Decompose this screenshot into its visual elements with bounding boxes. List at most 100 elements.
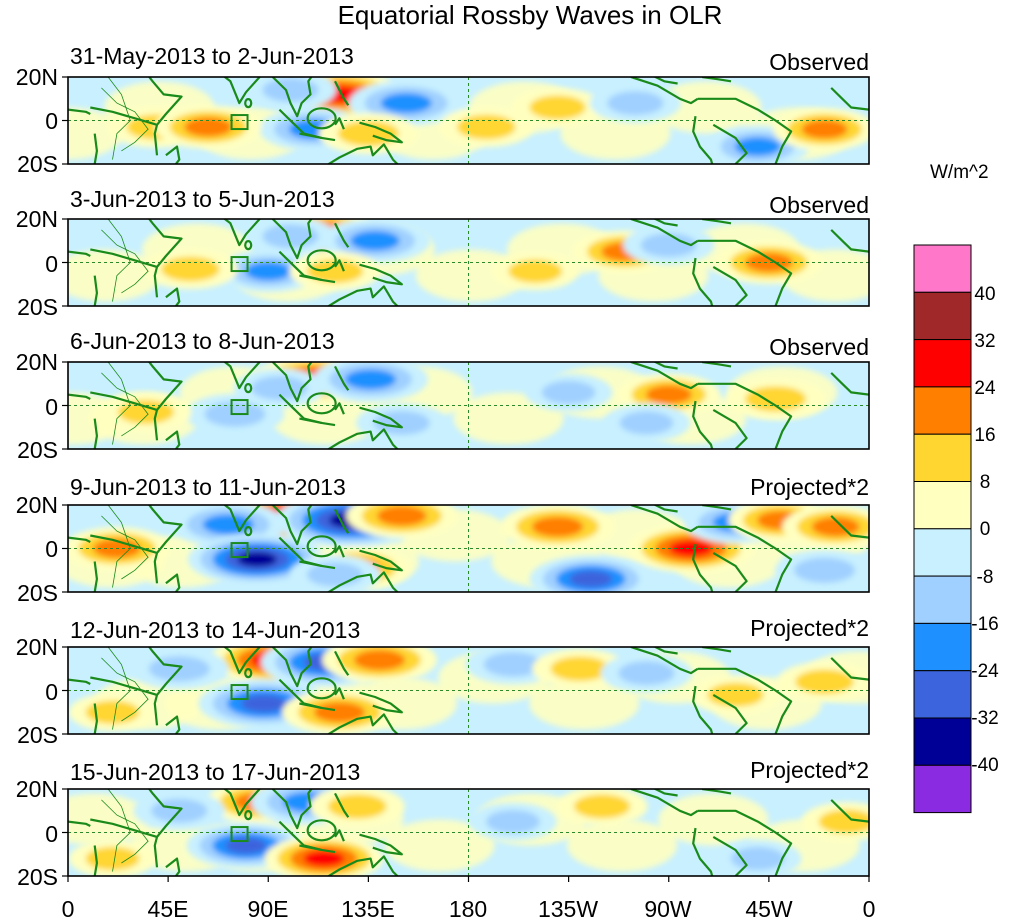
coast-africa — [90, 77, 183, 126]
coast-africa-east — [153, 266, 159, 298]
coast-sri-lanka — [244, 383, 253, 394]
coast-sulawesi — [334, 829, 345, 842]
colorbar-label: 16 — [974, 425, 996, 446]
reference-box — [230, 256, 249, 273]
panel-4-kind: Projected*2 — [750, 474, 869, 500]
coast-borneo — [306, 249, 337, 272]
coast-gulf — [652, 77, 678, 85]
coast-madagascar — [165, 430, 181, 449]
colorbar-swatch — [913, 528, 972, 577]
panel-2-kind: Observed — [769, 192, 869, 218]
olr-anomaly-contour — [85, 846, 140, 871]
colorbar-label: -8 — [976, 567, 994, 588]
coast-west-africa — [830, 229, 869, 253]
colorbar-swatch — [913, 622, 972, 672]
lat-label-20n: 20N — [15, 349, 58, 375]
coastlines — [68, 77, 869, 164]
coast-indochina — [271, 505, 313, 546]
olr-anomaly-contour — [117, 400, 174, 425]
lon-label-45e: 45E — [147, 896, 189, 922]
coast-sulawesi — [334, 545, 345, 558]
coast-java — [299, 702, 336, 712]
olr-anomaly-contour — [245, 261, 292, 281]
olr-anomaly-contour — [354, 649, 405, 671]
coast-south-america-west — [692, 116, 714, 164]
lat-label-20n: 20N — [15, 492, 58, 518]
lat-label-eq: 0 — [45, 251, 58, 277]
coast-africa-east — [153, 409, 159, 441]
panel-6-date: 15-Jun-2013 to 17-Jun-2013 — [70, 759, 361, 785]
olr-anomaly-contour — [795, 669, 854, 695]
colorbar-label: -40 — [971, 755, 999, 776]
lon-label-360: 0 — [862, 896, 876, 922]
lat-label-20n: 20N — [15, 206, 58, 232]
coast-philippines — [334, 222, 350, 248]
olr-anomaly-contour — [730, 846, 785, 871]
olr-anomaly-contour — [645, 385, 692, 404]
coast-africa-west — [93, 275, 98, 306]
colorbar-label: 24 — [974, 378, 996, 399]
anomaly-band — [68, 249, 161, 302]
coast-south-america-east — [697, 667, 793, 734]
coast-central-america — [630, 362, 699, 390]
coast-africa-west — [93, 845, 98, 876]
olr-anomaly-contour — [457, 114, 516, 140]
coast-west-africa — [830, 515, 869, 539]
coast-africa — [90, 219, 183, 268]
lat-label-20s: 20S — [17, 437, 58, 463]
coast-indochina — [271, 647, 313, 688]
figure-title: Equatorial Rossby Waves in OLR — [337, 0, 723, 30]
coast-new-guinea — [359, 833, 403, 856]
coast-gulf — [652, 789, 678, 797]
coastlines — [68, 219, 869, 306]
colorbar-label: 8 — [979, 472, 991, 493]
olr-anomaly-contour — [483, 652, 543, 677]
lat-label-20s: 20S — [17, 151, 58, 177]
coast-sulawesi — [334, 117, 345, 130]
coast-india — [223, 647, 262, 675]
coast-gulf — [652, 219, 678, 227]
colorbar-swatch — [913, 764, 972, 814]
coast-australia — [326, 285, 399, 306]
coast-australia — [326, 713, 399, 734]
panel-1-date: 31-May-2013 to 2-Jun-2013 — [70, 43, 354, 69]
coast-java — [299, 844, 336, 854]
panel-3-kind: Observed — [769, 334, 869, 360]
coast-south-america-east — [697, 525, 793, 592]
map-panel-3 — [62, 361, 870, 450]
coast-new-guinea — [359, 121, 403, 144]
coast-africa-east — [153, 694, 159, 726]
coast-java — [299, 560, 336, 570]
olr-anomaly-contour — [313, 702, 365, 723]
olr-anomaly-contour — [529, 95, 586, 120]
olr-anomaly-contour — [818, 809, 869, 834]
colorbar-label: 32 — [974, 331, 996, 352]
country-border — [712, 835, 748, 876]
colorbar-swatch — [913, 291, 972, 341]
lat-label-20n: 20N — [15, 776, 58, 802]
olr-anomaly-contour — [345, 369, 397, 390]
coast-gulf — [652, 505, 678, 513]
coast-australia — [326, 855, 399, 876]
coast-philippines — [334, 365, 350, 391]
lon-label-45w: 45W — [745, 896, 793, 922]
coast-gulf-guinea — [68, 250, 91, 257]
panel-1-kind: Observed — [769, 49, 869, 75]
coast-south-america-west — [692, 257, 714, 306]
coast-gulf — [652, 362, 678, 370]
lat-label-20s: 20S — [17, 864, 58, 890]
lat-label-eq: 0 — [45, 821, 58, 847]
coast-south-america-west — [692, 400, 714, 449]
olr-anomaly-contour — [573, 794, 631, 819]
coast-indochina — [271, 77, 313, 118]
coast-borneo — [306, 677, 337, 700]
lon-label-180: 180 — [448, 896, 488, 922]
lon-label-0: 0 — [61, 896, 75, 922]
coast-south-america-east — [697, 382, 793, 449]
coast-gulf-guinea — [68, 536, 91, 543]
coast-central-america — [630, 77, 699, 105]
colorbar-swatch — [913, 339, 972, 388]
coast-west-africa — [830, 372, 869, 396]
coast-west-africa — [830, 657, 869, 681]
coast-gulf-guinea — [68, 678, 91, 685]
